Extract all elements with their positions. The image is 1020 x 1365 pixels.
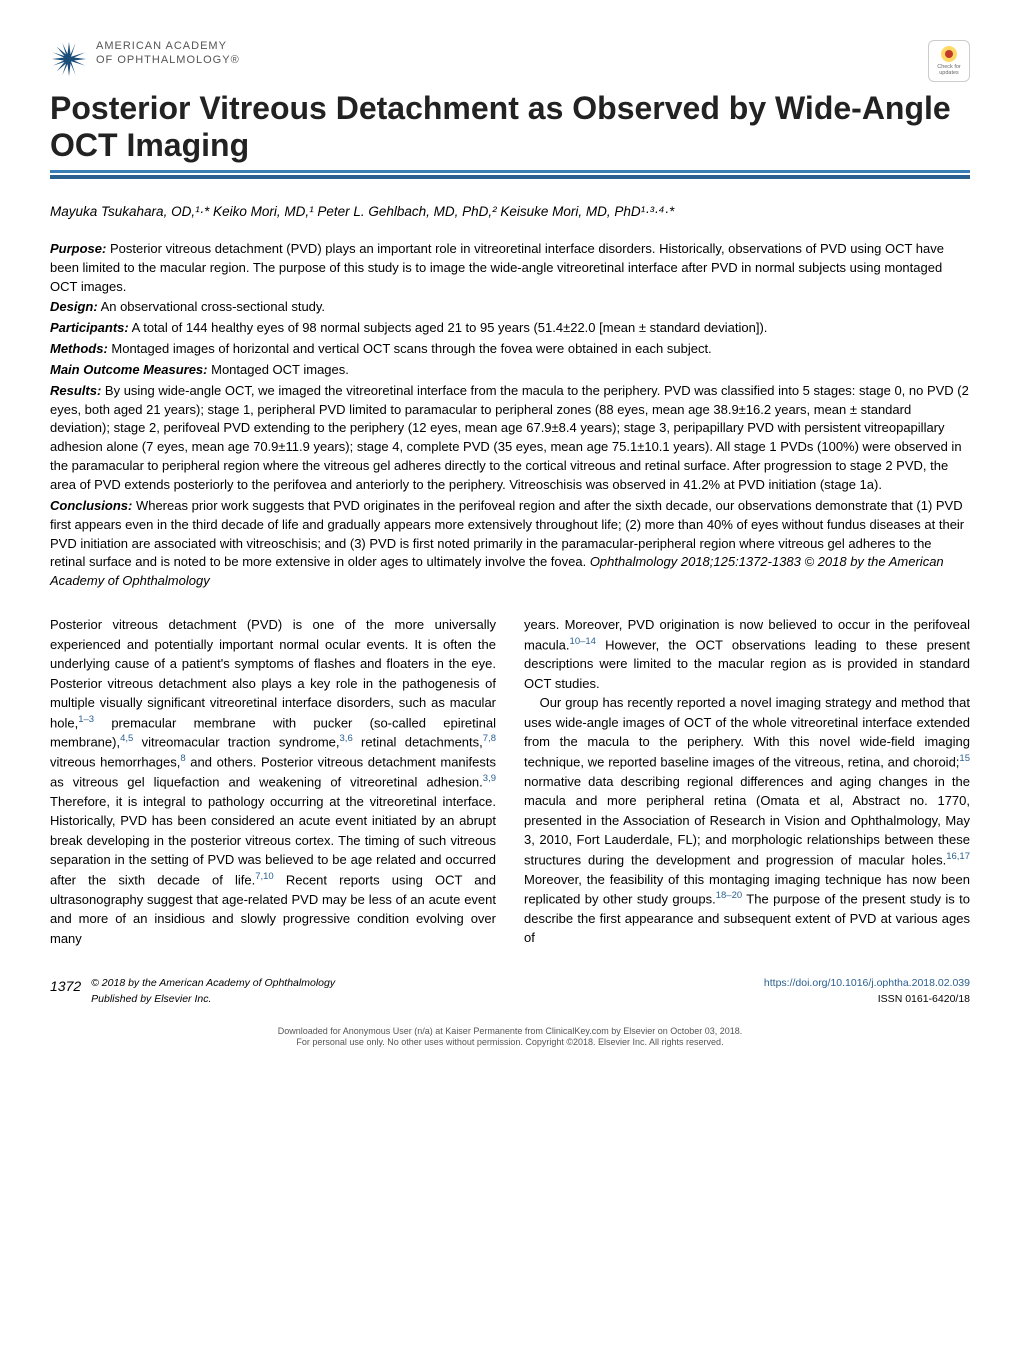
doi-link[interactable]: https://doi.org/10.1016/j.ophtha.2018.02… — [764, 977, 970, 989]
footer-left: 1372 © 2018 by the American Academy of O… — [50, 976, 335, 1008]
ref-7-8[interactable]: 7,8 — [483, 733, 496, 744]
methods-text: Montaged images of horizontal and vertic… — [108, 341, 712, 356]
abstract-outcome: Main Outcome Measures: Montaged OCT imag… — [50, 361, 970, 380]
ref-7-10[interactable]: 7,10 — [255, 871, 274, 882]
ref-3-9[interactable]: 3,9 — [483, 773, 496, 784]
body-p2: Our group has recently reported a novel … — [524, 693, 970, 947]
purpose-label: Purpose: — [50, 241, 106, 256]
academy-name: AMERICAN ACADEMY OF OPHTHALMOLOGY® — [96, 40, 240, 68]
body-columns: Posterior vitreous detachment (PVD) is o… — [50, 615, 970, 948]
notice-line2: For personal use only. No other uses wit… — [50, 1037, 970, 1049]
academy-line1: AMERICAN ACADEMY — [96, 40, 240, 54]
academy-logo-block: AMERICAN ACADEMY OF OPHTHALMOLOGY® — [50, 40, 240, 78]
ref-4-5[interactable]: 4,5 — [120, 733, 133, 744]
article-title: Posterior Vitreous Detachment as Observe… — [50, 90, 970, 164]
participants-text: A total of 144 healthy eyes of 98 normal… — [129, 320, 768, 335]
t: Posterior vitreous detachment (PVD) is o… — [50, 617, 496, 730]
check-updates-icon — [941, 46, 957, 62]
abstract-results: Results: By using wide-angle OCT, we ima… — [50, 382, 970, 495]
footer-right: https://doi.org/10.1016/j.ophtha.2018.02… — [764, 976, 970, 1008]
ref-3-6[interactable]: 3,6 — [340, 733, 353, 744]
t: Our group has recently reported a novel … — [524, 695, 970, 769]
abstract-participants: Participants: A total of 144 healthy eye… — [50, 319, 970, 338]
purpose-text: Posterior vitreous detachment (PVD) play… — [50, 241, 944, 294]
abstract-methods: Methods: Montaged images of horizontal a… — [50, 340, 970, 359]
check-updates-badge[interactable]: Check for updates — [928, 40, 970, 82]
participants-label: Participants: — [50, 320, 129, 335]
conclusions-label: Conclusions: — [50, 498, 132, 513]
outcome-text: Montaged OCT images. — [208, 362, 349, 377]
header-row: AMERICAN ACADEMY OF OPHTHALMOLOGY® Check… — [50, 40, 970, 82]
footer-copyright: © 2018 by the American Academy of Ophtha… — [91, 976, 335, 992]
abstract-purpose: Purpose: Posterior vitreous detachment (… — [50, 240, 970, 297]
body-col-left: Posterior vitreous detachment (PVD) is o… — [50, 615, 496, 948]
check-updates-label: Check for updates — [929, 64, 969, 76]
ref-18-20[interactable]: 18–20 — [716, 890, 742, 901]
academy-logo-icon — [50, 40, 88, 78]
title-rule — [50, 170, 970, 180]
abstract-block: Purpose: Posterior vitreous detachment (… — [50, 240, 970, 591]
ref-1-3[interactable]: 1–3 — [78, 714, 94, 725]
body-p1: Posterior vitreous detachment (PVD) is o… — [50, 615, 496, 948]
ref-16-17[interactable]: 16,17 — [946, 851, 970, 862]
results-text: By using wide-angle OCT, we imaged the v… — [50, 383, 969, 492]
t: retinal detachments, — [353, 735, 483, 750]
page-container: AMERICAN ACADEMY OF OPHTHALMOLOGY® Check… — [0, 0, 1020, 1089]
ref-10-14[interactable]: 10–14 — [570, 636, 596, 647]
issn: ISSN 0161-6420/18 — [764, 992, 970, 1008]
body-col-right: years. Moreover, PVD origination is now … — [524, 615, 970, 948]
academy-line2: OF OPHTHALMOLOGY® — [96, 54, 240, 68]
notice-line1: Downloaded for Anonymous User (n/a) at K… — [50, 1026, 970, 1038]
body-p1-cont: years. Moreover, PVD origination is now … — [524, 615, 970, 693]
outcome-label: Main Outcome Measures: — [50, 362, 208, 377]
results-label: Results: — [50, 383, 101, 398]
page-number: 1372 — [50, 976, 81, 1008]
ref-15[interactable]: 15 — [959, 753, 970, 764]
author-line: Mayuka Tsukahara, OD,¹·* Keiko Mori, MD,… — [50, 202, 970, 222]
abstract-conclusions: Conclusions: Whereas prior work suggests… — [50, 497, 970, 591]
t: vitreous hemorrhages, — [50, 755, 180, 770]
t: normative data describing regional diffe… — [524, 774, 970, 867]
t: vitreomacular traction syndrome, — [133, 735, 339, 750]
design-label: Design: — [50, 299, 98, 314]
design-text: An observational cross-sectional study. — [98, 299, 325, 314]
methods-label: Methods: — [50, 341, 108, 356]
download-notice: Downloaded for Anonymous User (n/a) at K… — [50, 1026, 970, 1049]
abstract-design: Design: An observational cross-sectional… — [50, 298, 970, 317]
footer-publisher: Published by Elsevier Inc. — [91, 992, 335, 1008]
page-footer: 1372 © 2018 by the American Academy of O… — [50, 976, 970, 1008]
footer-pub: © 2018 by the American Academy of Ophtha… — [91, 976, 335, 1008]
